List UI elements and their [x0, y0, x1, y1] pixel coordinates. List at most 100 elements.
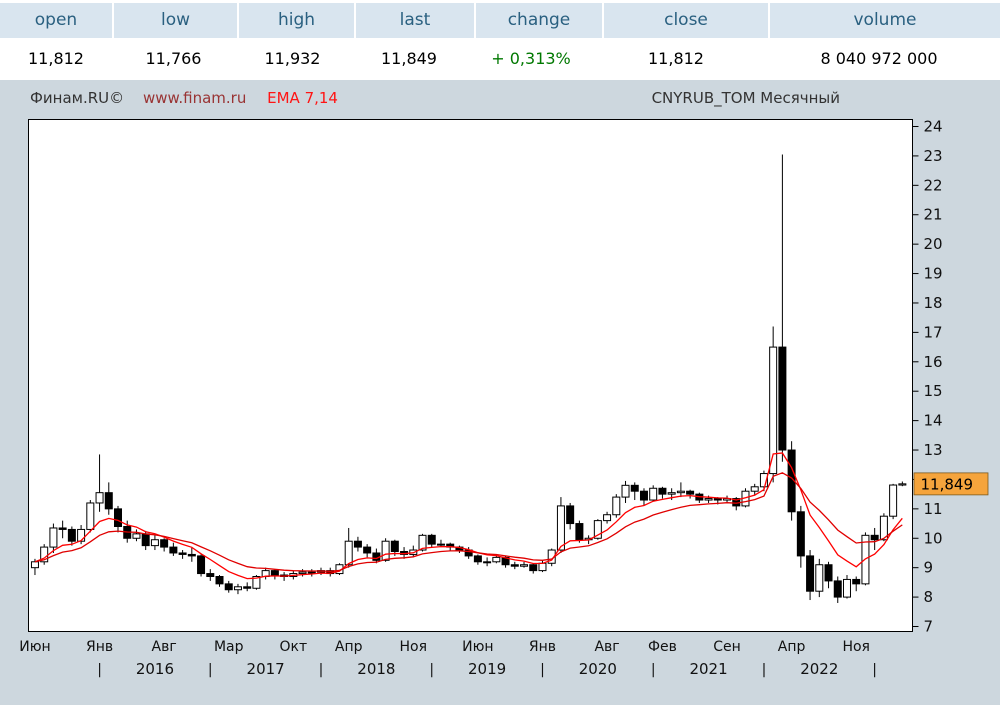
quote-header-close: close — [604, 3, 768, 38]
x-year-label: 2020 — [579, 660, 617, 678]
quote-value-open: 11,812 — [28, 49, 84, 68]
y-tick-label: 13 — [924, 441, 943, 459]
x-month-label: Ноя — [400, 639, 428, 655]
quote-header-last: last — [356, 3, 474, 38]
candle-body-down — [215, 576, 224, 585]
y-tick-label: 23 — [924, 147, 943, 165]
x-year-separator: | — [651, 662, 656, 678]
candle-body-up — [898, 483, 907, 486]
chart-title-row: Финам.RU© www.finam.ru EMA 7,14 CNYRUB_T… — [0, 89, 1000, 114]
y-tick-label: 20 — [924, 235, 943, 253]
ema-indicator-label: EMA 7,14 — [267, 89, 338, 107]
candle-body-down — [353, 540, 362, 548]
candle-body-down — [833, 580, 842, 598]
y-tick-label: 14 — [924, 412, 943, 430]
candle-body-up — [252, 576, 261, 589]
x-month-label: Сен — [713, 639, 741, 655]
quote-headers-row: open low high last change close volume — [0, 3, 1000, 38]
candle-body-down — [852, 578, 861, 585]
quote-value-low: 11,766 — [145, 49, 202, 68]
instrument-title: CNYRUB_TOM Месячный — [651, 89, 840, 107]
x-month-label: Окт — [280, 639, 308, 655]
quote-value-last: 11,849 — [381, 49, 437, 68]
x-year-separator: | — [762, 662, 767, 678]
y-tick-label: 15 — [924, 382, 943, 400]
x-year-separator: | — [97, 662, 102, 678]
x-month-label: Авг — [152, 639, 177, 655]
quote-value-change: + 0,313% — [491, 49, 571, 68]
x-year-separator: | — [540, 662, 545, 678]
candle-body-down — [806, 555, 815, 592]
y-tick-label: 18 — [924, 294, 943, 312]
x-year-label: 2016 — [136, 660, 174, 678]
candle-body-up — [77, 528, 86, 542]
candle-body-down — [787, 449, 796, 513]
candle-body-down — [473, 555, 482, 563]
candle-body-up — [538, 562, 547, 572]
plot-area — [28, 119, 913, 632]
candle-body-down — [372, 552, 381, 561]
candle-body-up — [612, 496, 621, 516]
quote-bar: open low high last change close volume 11,812 1… — [0, 0, 1000, 80]
x-month-label: Ноя — [842, 639, 870, 655]
candle-body-down — [390, 540, 399, 552]
candle-body-up — [233, 586, 242, 591]
candle-body-down — [206, 573, 215, 578]
candle-body-down — [824, 564, 833, 582]
candle-body-up — [842, 578, 851, 598]
quote-header-low: low — [114, 3, 237, 38]
candle-body-down — [197, 555, 206, 575]
y-tick-label: 17 — [924, 323, 943, 341]
last-price-tag-bg — [913, 472, 989, 496]
candle-body-up — [307, 571, 316, 574]
candle-body-up — [86, 502, 95, 530]
x-year-label: 2017 — [247, 660, 285, 678]
quote-value-close: 11,812 — [648, 49, 704, 68]
x-year-separator: | — [872, 662, 877, 678]
finam-site-link[interactable]: www.finam.ru — [142, 89, 247, 107]
x-year-label: 2019 — [468, 660, 506, 678]
candle-body-up — [621, 484, 630, 498]
x-year-separator: | — [429, 662, 434, 678]
y-tick-label: 8 — [924, 588, 934, 606]
x-month-label: Янв — [86, 639, 113, 655]
candle-body-up — [556, 505, 565, 551]
x-month-label: Апр — [335, 639, 363, 655]
quote-header-change: change — [476, 3, 602, 38]
candle-body-down — [686, 490, 695, 495]
x-month-label: Фев — [648, 639, 677, 655]
candle-body-up — [593, 520, 602, 539]
candle-body-down — [639, 490, 648, 501]
candle-body-down — [114, 508, 123, 527]
x-month-label: Мар — [214, 639, 244, 655]
candle-body-down — [169, 546, 178, 554]
x-month-label: Авг — [594, 639, 619, 655]
candle-body-up — [132, 533, 141, 539]
y-tick-label: 9 — [924, 559, 934, 577]
y-tick-label: 16 — [924, 353, 943, 371]
candle-body-down — [630, 484, 639, 492]
candle-body-up — [95, 492, 104, 504]
x-year-separator: | — [208, 662, 213, 678]
candle-body-up — [150, 539, 159, 547]
candle-body-up — [381, 540, 390, 561]
candle-body-up — [492, 556, 501, 563]
candle-body-down — [870, 534, 879, 541]
candle-body-up — [520, 564, 529, 567]
candlestick-chart[interactable]: 789101112131415161718192021222324ИюнЯнвА… — [0, 114, 1000, 692]
candle-body-up — [889, 484, 898, 517]
x-year-label: 2021 — [689, 660, 727, 678]
candle-body-down — [141, 533, 150, 547]
candle-body-up — [603, 514, 612, 522]
candle-body-up — [667, 492, 676, 495]
y-tick-label: 21 — [924, 206, 943, 224]
x-axis-labels: Июн Янв Авг Мар Окт Апр Ноя Июн Янв Авг Фев Сен Апр Н… — [19, 639, 877, 678]
y-tick-label: 24 — [924, 118, 943, 136]
ema7-line — [34, 452, 903, 580]
candle-body-down — [778, 346, 787, 451]
candle-body-up — [298, 571, 307, 575]
candle-body-down — [566, 505, 575, 525]
last-price-tag: 11,849 — [913, 472, 989, 496]
y-tick-label: 22 — [924, 176, 943, 194]
